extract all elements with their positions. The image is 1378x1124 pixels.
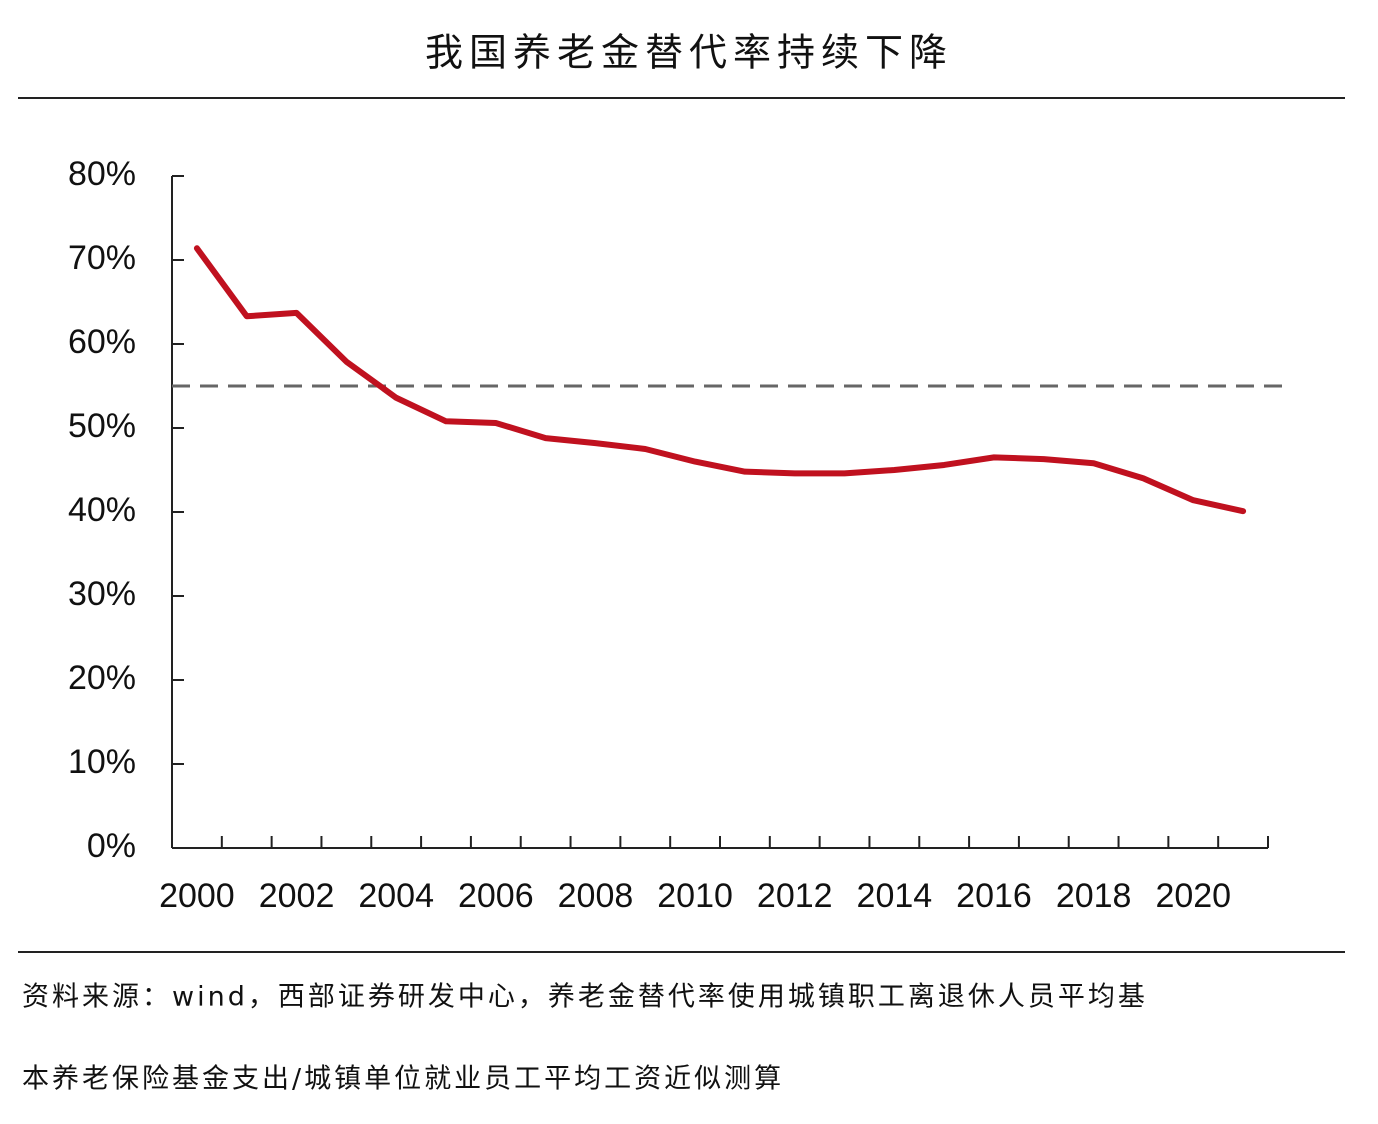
x-tick-label: 2012 (757, 877, 833, 915)
source-note: 资料来源：wind，西部证券研发中心，养老金替代率使用城镇职工离退休人员平均基 (22, 982, 1148, 1013)
x-tick-label: 2014 (857, 877, 933, 915)
y-tick-label: 50% (68, 407, 136, 445)
y-tick-label: 80% (68, 155, 136, 193)
y-tick-label: 0% (87, 827, 136, 865)
x-tick-label: 2000 (159, 877, 235, 915)
x-tick-label: 2004 (358, 877, 434, 915)
x-tick-label: 2020 (1155, 877, 1231, 915)
x-tick-label: 2010 (657, 877, 733, 915)
y-tick-label: 30% (68, 575, 136, 613)
x-tick-label: 2016 (956, 877, 1032, 915)
y-tick-label: 10% (68, 743, 136, 781)
y-tick-label: 60% (68, 323, 136, 361)
x-tick-label: 2008 (558, 877, 634, 915)
source-note: 本养老保险基金支出/城镇单位就业员工平均工资近似测算 (22, 1064, 784, 1095)
data-line (193, 245, 1247, 515)
x-tick-label: 2018 (1056, 877, 1132, 915)
y-tick-label: 40% (68, 491, 136, 529)
y-tick-label: 70% (68, 239, 136, 277)
x-tick-label: 2006 (458, 877, 534, 915)
x-tick-label: 2002 (259, 877, 335, 915)
chart-title: 我国养老金替代率持续下降 (425, 31, 953, 75)
y-tick-label: 20% (68, 659, 136, 697)
